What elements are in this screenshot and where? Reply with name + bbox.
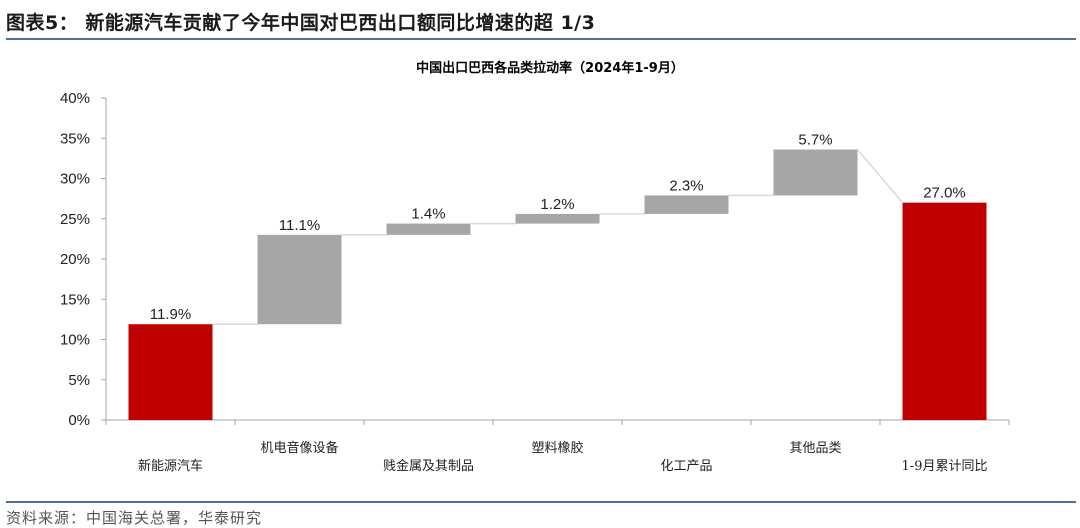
y-tick-label: 20%	[60, 251, 90, 268]
bar-delta	[515, 213, 600, 224]
bar-total	[902, 202, 987, 420]
data-label: 2.3%	[669, 177, 703, 194]
category-label: 化工产品	[660, 459, 712, 474]
y-tick-label: 5%	[68, 372, 90, 389]
bar-delta	[644, 195, 729, 214]
chart-title: 中国出口巴西各品类拉动率（2024年1-9月）	[416, 61, 684, 76]
category-label: 1-9月累计同比	[902, 459, 988, 474]
category-label: 贱金属及其制品	[383, 458, 474, 474]
bar-delta	[386, 223, 471, 235]
y-tick-label: 10%	[60, 332, 90, 349]
category-label: 机电音像设备	[260, 440, 338, 456]
data-label: 27.0%	[923, 185, 966, 202]
data-label: 5.7%	[798, 132, 832, 149]
bar-delta	[257, 234, 342, 325]
data-label: 1.2%	[540, 196, 574, 213]
y-tick-label: 25%	[60, 211, 90, 228]
y-tick-label: 30%	[60, 171, 90, 188]
data-label: 11.9%	[150, 306, 191, 323]
source-note: 资料来源：中国海关总署，华泰研究	[6, 509, 263, 527]
bar-total	[128, 324, 213, 420]
y-tick-label: 35%	[60, 130, 90, 147]
data-label: 1.4%	[411, 206, 445, 223]
category-label: 其他品类	[789, 441, 841, 456]
source-rule	[6, 501, 1076, 503]
y-tick-label: 0%	[68, 412, 90, 429]
connector-line	[856, 149, 904, 204]
title-rule	[6, 38, 1076, 40]
category-label: 新能源汽车	[138, 458, 203, 474]
figure-title: 图表5： 新能源汽车贡献了今年中国对巴西出口额同比增速的超 1/3	[6, 12, 596, 34]
category-label: 塑料橡胶	[531, 440, 583, 456]
data-label: 11.1%	[279, 217, 320, 234]
y-tick-label: 40%	[60, 90, 90, 107]
y-tick-label: 15%	[60, 291, 90, 308]
bar-delta	[773, 149, 858, 196]
